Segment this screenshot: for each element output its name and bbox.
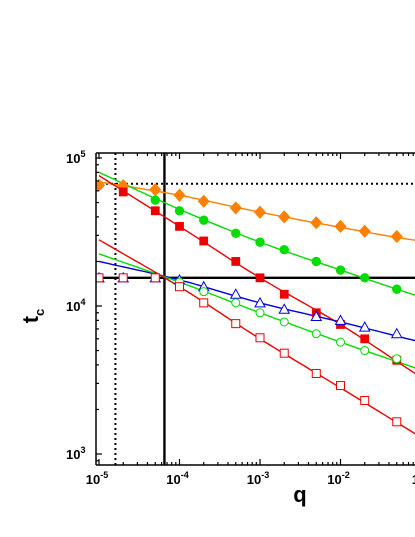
data-point-s4-11 [358,321,371,332]
reference-lines [96,153,415,465]
x-tick-label: 10-2 [327,470,349,487]
data-point-s6-4 [175,282,184,292]
data-point-s6-7 [255,333,265,343]
data-point-s6-5 [199,298,209,308]
x-tick-label: 10-5 [86,470,108,487]
data-point-s3-10 [360,334,370,344]
data-point-s2-8 [335,265,346,275]
data-point-s4-9 [310,310,323,321]
fit-curves [98,171,415,435]
data-point-s5-6 [231,298,241,308]
data-point-s2-2 [174,206,185,216]
data-point-s2-10 [392,284,402,294]
axes [95,152,415,466]
data-point-s3-2 [150,206,160,216]
data-point-s6-3 [150,273,160,283]
data-point-s5-7 [255,308,265,318]
data-point-s5-9 [311,329,321,339]
data-point-s1-5 [197,194,210,208]
data-point-s5-11 [360,346,370,356]
data-markers [96,178,403,427]
data-point-s5-8 [279,317,289,327]
data-point-s1-4 [173,188,186,202]
x-axis-title: q [293,482,306,507]
fit-curve-6 [98,239,415,435]
data-point-s1-9 [310,216,323,230]
data-point-s6-2 [118,273,128,283]
data-point-s3-7 [279,289,289,299]
data-point-s2-5 [255,237,265,247]
data-point-s2-9 [360,273,370,283]
data-point-s1-12 [390,229,403,244]
data-point-s2-6 [279,245,289,255]
data-point-s3-3 [175,222,184,231]
data-point-s4-6 [229,288,242,299]
data-point-s4-8 [278,303,291,314]
data-point-s1-11 [358,224,371,238]
fit-curve-2 [98,171,415,296]
data-point-s5-5 [199,287,209,297]
data-point-s6-9 [311,368,321,378]
data-point-s4-7 [254,296,266,308]
data-point-s3-1 [118,187,128,197]
y-axis-title: tc [18,309,47,324]
data-point-s3-6 [255,273,265,283]
data-point-s2-1 [150,195,160,205]
y-tick-label: 104 [66,297,85,314]
data-point-s3-4 [199,236,209,246]
data-point-s6-10 [336,381,345,391]
data-point-s5-12 [392,354,402,364]
data-point-s2-7 [311,256,321,267]
data-point-s2-3 [199,215,209,225]
data-point-s1-10 [334,219,347,233]
data-point-s3-5 [231,257,241,266]
data-point-s5-10 [336,337,345,347]
data-point-s1-3 [149,183,162,197]
data-point-s6-8 [279,348,289,358]
y-tick-label: 105 [66,149,85,166]
data-point-s6-12 [392,417,402,427]
data-point-s1-6 [229,201,242,215]
x-tick-label: 10 [412,472,415,487]
data-point-s1-7 [253,205,267,219]
data-point-s6-1 [96,273,104,283]
data-point-s6-11 [360,395,370,405]
fit-curve-5 [98,253,415,369]
fit-curve-1 [98,181,415,241]
x-tick-label: 10-4 [166,470,188,487]
fit-curve-3 [98,175,415,375]
tick-labels: 10-5 10-4 10-3 10-2 10 105 104 103 [66,149,415,487]
data-point-s2-4 [231,228,241,238]
x-tick-label: 10-3 [247,470,269,487]
data-point-s4-12 [390,327,403,339]
y-tick-label: 103 [66,445,85,462]
data-point-s4-10 [334,314,347,325]
data-point-s6-6 [231,319,241,329]
data-point-s1-8 [278,210,291,224]
